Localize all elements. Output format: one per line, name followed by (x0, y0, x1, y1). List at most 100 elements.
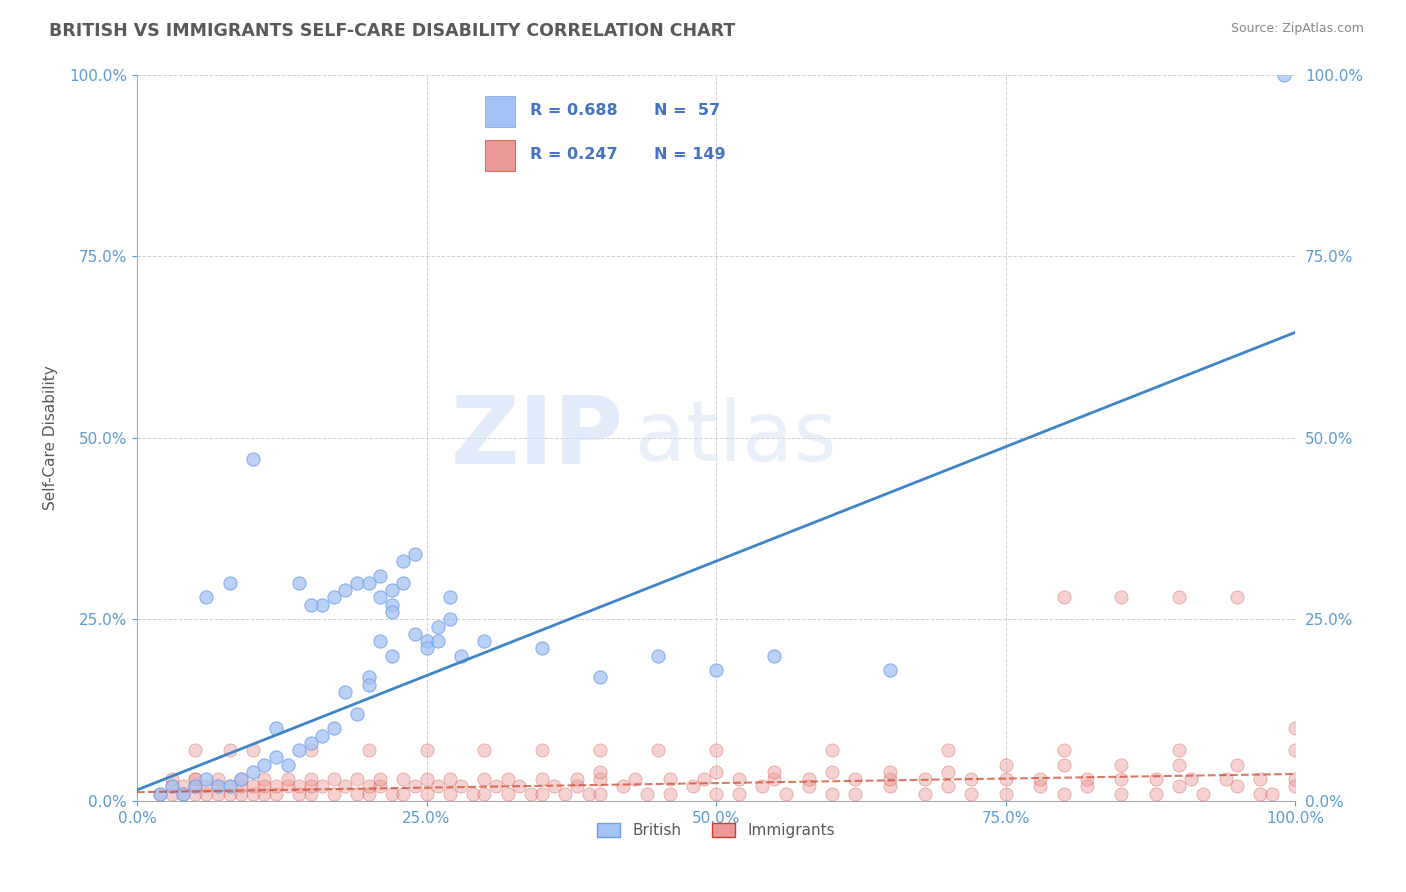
Point (335, 583, 357, 598)
Point (543, 780, 565, 794)
Point (704, 764, 727, 779)
Point (264, 721, 287, 735)
Y-axis label: Self-Care Disability: Self-Care Disability (44, 366, 58, 510)
Point (936, 780, 959, 794)
Point (751, 780, 773, 794)
Point (1029, 772, 1052, 786)
Point (357, 743, 380, 757)
Point (149, 787, 172, 801)
Point (381, 605, 404, 619)
Point (322, 721, 344, 735)
Point (519, 787, 541, 801)
Point (565, 772, 588, 786)
Point (311, 598, 333, 612)
Point (1052, 743, 1074, 757)
Point (728, 787, 751, 801)
Point (439, 787, 461, 801)
Point (578, 787, 600, 801)
Point (1226, 757, 1249, 772)
Point (195, 780, 218, 794)
Point (1144, 772, 1167, 786)
Point (195, 591, 218, 605)
Point (1052, 757, 1074, 772)
Point (218, 780, 240, 794)
Point (415, 743, 437, 757)
Point (311, 729, 333, 743)
Point (612, 780, 634, 794)
Point (404, 547, 426, 561)
Point (184, 772, 207, 786)
Point (242, 787, 264, 801)
Point (427, 619, 450, 633)
Point (1249, 772, 1271, 786)
Point (1191, 787, 1213, 801)
Point (392, 554, 415, 568)
Point (311, 780, 333, 794)
Point (821, 743, 844, 757)
Point (160, 780, 183, 794)
Point (508, 780, 530, 794)
Point (1261, 787, 1284, 801)
Point (797, 772, 820, 786)
Point (960, 772, 983, 786)
Point (357, 670, 380, 684)
Point (879, 764, 901, 779)
Point (264, 787, 287, 801)
Point (299, 787, 322, 801)
Point (322, 591, 344, 605)
Point (264, 750, 287, 764)
Point (299, 598, 322, 612)
Point (1284, 743, 1306, 757)
Point (1076, 780, 1098, 794)
Point (1168, 591, 1191, 605)
Point (1272, 68, 1295, 82)
Point (184, 772, 207, 786)
Text: Source: ZipAtlas.com: Source: ZipAtlas.com (1230, 22, 1364, 36)
Point (218, 787, 240, 801)
Point (704, 787, 727, 801)
Point (531, 641, 554, 656)
Point (704, 743, 727, 757)
Point (404, 780, 426, 794)
Point (288, 780, 311, 794)
Point (439, 591, 461, 605)
Point (231, 772, 253, 786)
Point (299, 743, 322, 757)
Point (322, 772, 344, 786)
Point (160, 787, 183, 801)
Point (1180, 772, 1202, 786)
Point (1052, 591, 1074, 605)
Point (276, 780, 298, 794)
Point (357, 780, 380, 794)
Point (474, 743, 496, 757)
Point (207, 780, 229, 794)
Point (1111, 591, 1133, 605)
Point (485, 780, 508, 794)
Point (253, 757, 276, 772)
Point (474, 787, 496, 801)
Point (1029, 780, 1052, 794)
Point (936, 764, 959, 779)
Text: BRITISH VS IMMIGRANTS SELF-CARE DISABILITY CORRELATION CHART: BRITISH VS IMMIGRANTS SELF-CARE DISABILI… (49, 22, 735, 40)
Point (439, 772, 461, 786)
Point (589, 787, 612, 801)
Point (531, 787, 554, 801)
Point (554, 787, 576, 801)
Point (762, 648, 785, 663)
Point (994, 772, 1017, 786)
Point (207, 787, 229, 801)
Point (1144, 787, 1167, 801)
Point (346, 576, 368, 591)
Point (160, 772, 183, 786)
Point (658, 772, 681, 786)
Point (762, 772, 785, 786)
Point (335, 780, 357, 794)
Point (299, 772, 322, 786)
Point (936, 743, 959, 757)
Point (346, 706, 368, 721)
Point (404, 627, 426, 641)
Point (231, 772, 253, 786)
Point (368, 591, 391, 605)
Point (218, 743, 240, 757)
Point (288, 576, 311, 591)
